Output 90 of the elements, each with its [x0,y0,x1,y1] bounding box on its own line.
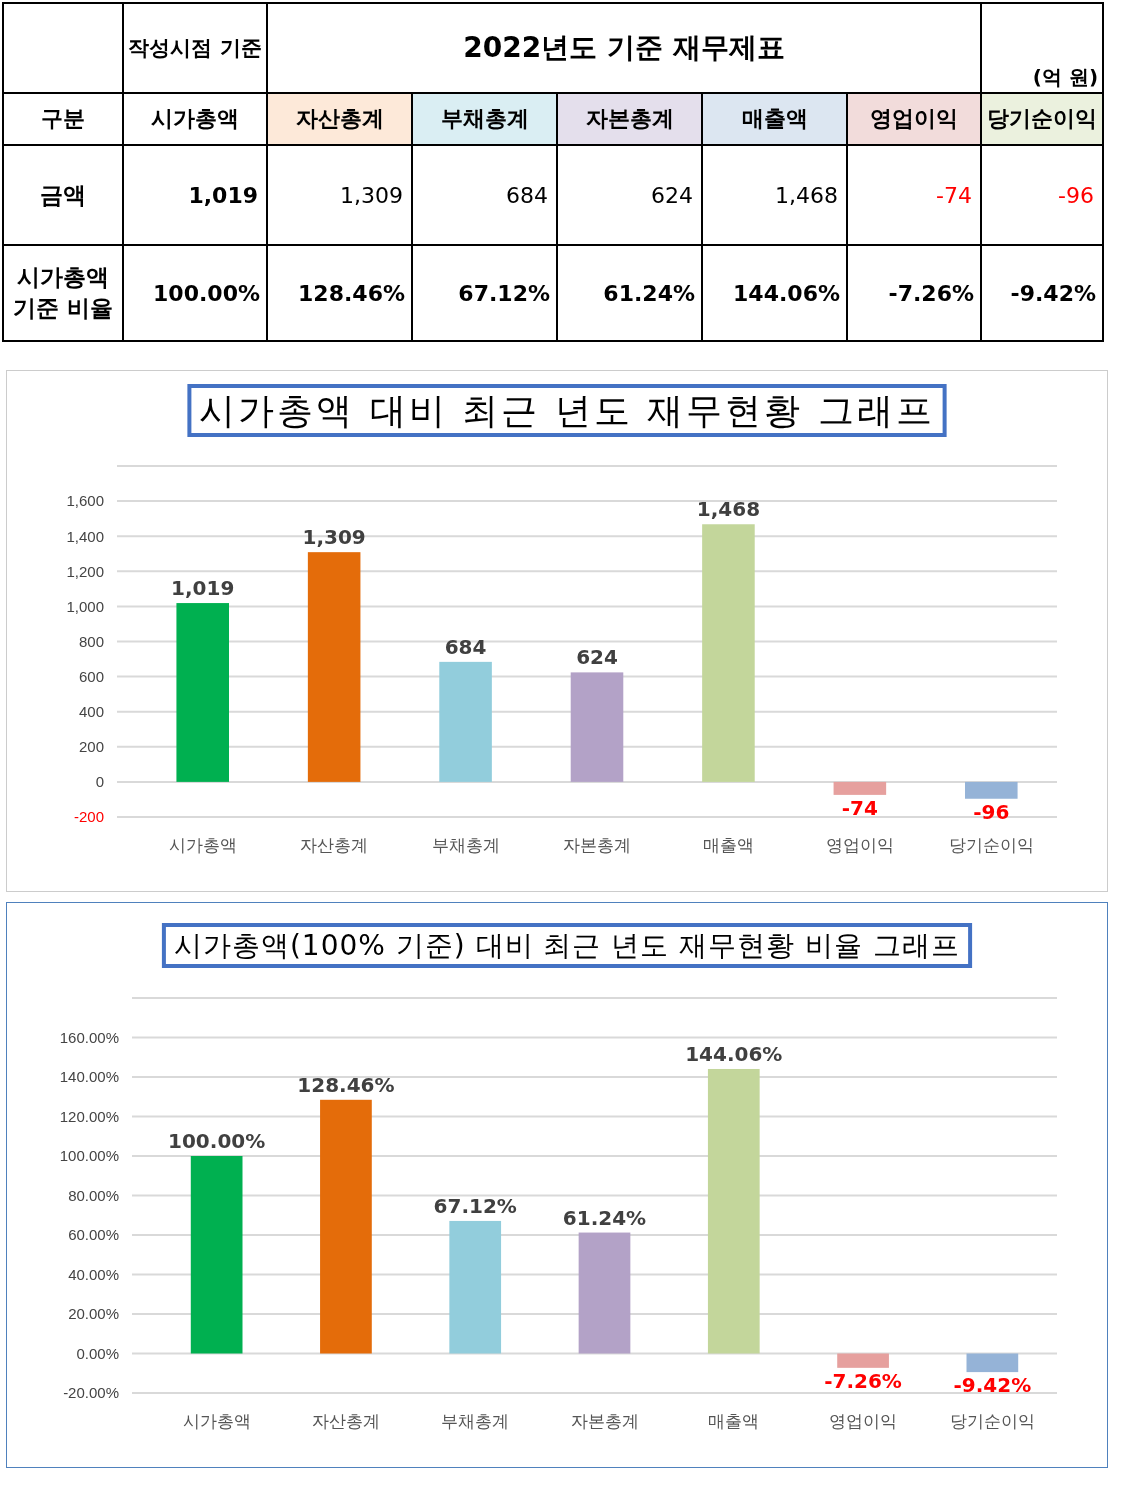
data-label: 100.00% [168,1129,266,1153]
bar [578,1232,631,1354]
y-tick-label: 60.00% [68,1226,119,1244]
y-tick-label: -200 [73,808,104,826]
text: 구분 [3,93,123,145]
x-tick-label: 당기순이익 [948,835,1034,855]
y-tick-label: 0 [95,773,104,791]
x-tick-label: 자본총계 [570,1411,639,1431]
y-tick-label: 600 [78,667,104,685]
text: 2022년도 기준 재무제표 [267,3,982,93]
x-tick-label: 시가총액 [168,835,237,855]
y-tick-label: 80.00% [68,1186,119,1204]
data-label: -74 [841,795,878,820]
text: 작성시점 기준 [123,3,267,93]
bar [570,672,624,782]
bar [702,524,755,782]
y-tick-label: 100.00% [59,1147,119,1165]
y-tick-label: 1,400 [66,527,104,545]
x-tick-label: 매출액 [702,835,754,855]
y-tick-label: 0.00% [76,1344,119,1362]
y-tick-label: 200 [78,738,104,756]
data-label: -96 [981,145,1104,245]
data-label: -74 [847,145,982,245]
data-label: 624 [576,645,618,670]
bar [837,1353,889,1368]
bar [176,603,229,782]
x-tick-label: 매출액 [708,1411,760,1431]
data-label: 1,019 [123,145,267,245]
data-label: -9.42% [981,245,1104,341]
data-label: -7.26% [847,245,982,341]
data-label: 128.46% [267,245,412,341]
bar [965,781,1018,799]
x-tick-label: 자본총계 [563,835,631,855]
data-label: 1,468 [702,145,847,245]
category-label: 자산총계 [267,93,412,145]
category-label: 영업이익 [847,93,982,145]
category-label: 자본총계 [557,93,702,145]
x-tick-label: 부채총계 [431,835,500,855]
y-tick-label: -20.00% [63,1384,119,1402]
x-tick-label: 부채총계 [441,1411,510,1431]
category-label: 매출액 [702,93,847,145]
bar [190,1156,243,1354]
data-label: 67.12% [433,1193,517,1218]
data-label: 61.24% [562,1205,647,1230]
y-tick-label: 400 [78,703,104,720]
x-tick-label: 당기순이익 [949,1411,1035,1431]
bar [307,552,361,782]
y-tick-label: 1,200 [66,562,104,580]
data-label: 144.06% [702,245,847,341]
data-label: -7.26% [824,1368,902,1393]
bar [966,1353,1019,1373]
x-tick-label: 영업이익 [829,1411,898,1431]
bar [320,1099,372,1354]
data-label: 128.46% [297,1072,395,1097]
text: 시가총액 기준 비율 [3,245,123,341]
data-label: 684 [444,634,487,659]
data-label: -96 [973,799,1010,824]
x-tick-label: 시가총액 [182,1411,251,1431]
bar [707,1068,760,1354]
x-tick-label: 자산총계 [311,1411,380,1431]
bar [833,781,887,795]
y-tick-label: 40.00% [68,1265,119,1283]
data-label: 1,468 [696,497,761,522]
y-tick-label: 20.00% [68,1305,119,1323]
x-tick-label: 영업이익 [825,835,894,855]
data-label: 67.12% [412,245,557,341]
data-label: 624 [557,145,702,245]
y-tick-label: 160.00% [59,1028,119,1046]
data-label: 1,019 [171,576,235,601]
x-tick-label: 자산총계 [300,835,369,855]
y-tick-label: 1,600 [66,492,104,510]
text: (억 원) [981,3,1104,93]
data-label: 684 [412,145,557,245]
bar [449,1220,502,1354]
data-label: 144.06% [685,1041,783,1066]
category-label: 시가총액 [123,93,267,145]
data-label: 1,309 [302,525,366,550]
bar [439,661,492,782]
y-tick-label: 120.00% [59,1107,119,1125]
data-label: 1,309 [267,145,412,245]
chart-title: 시가총액 대비 최근 년도 재무현황 그래프 [199,390,935,431]
category-label: 부채총계 [412,93,557,145]
category-label: 당기순이익 [981,93,1104,145]
text: 금액 [3,145,123,245]
y-tick-label: 800 [78,632,104,650]
y-tick-label: 1,000 [66,597,104,615]
data-label: 61.24% [557,245,702,341]
y-tick-label: 140.00% [59,1068,119,1086]
chart-title: 시가총액(100% 기준) 대비 최근 년도 재무현황 비율 그래프 [173,929,961,962]
data-label: -9.42% [953,1373,1032,1398]
